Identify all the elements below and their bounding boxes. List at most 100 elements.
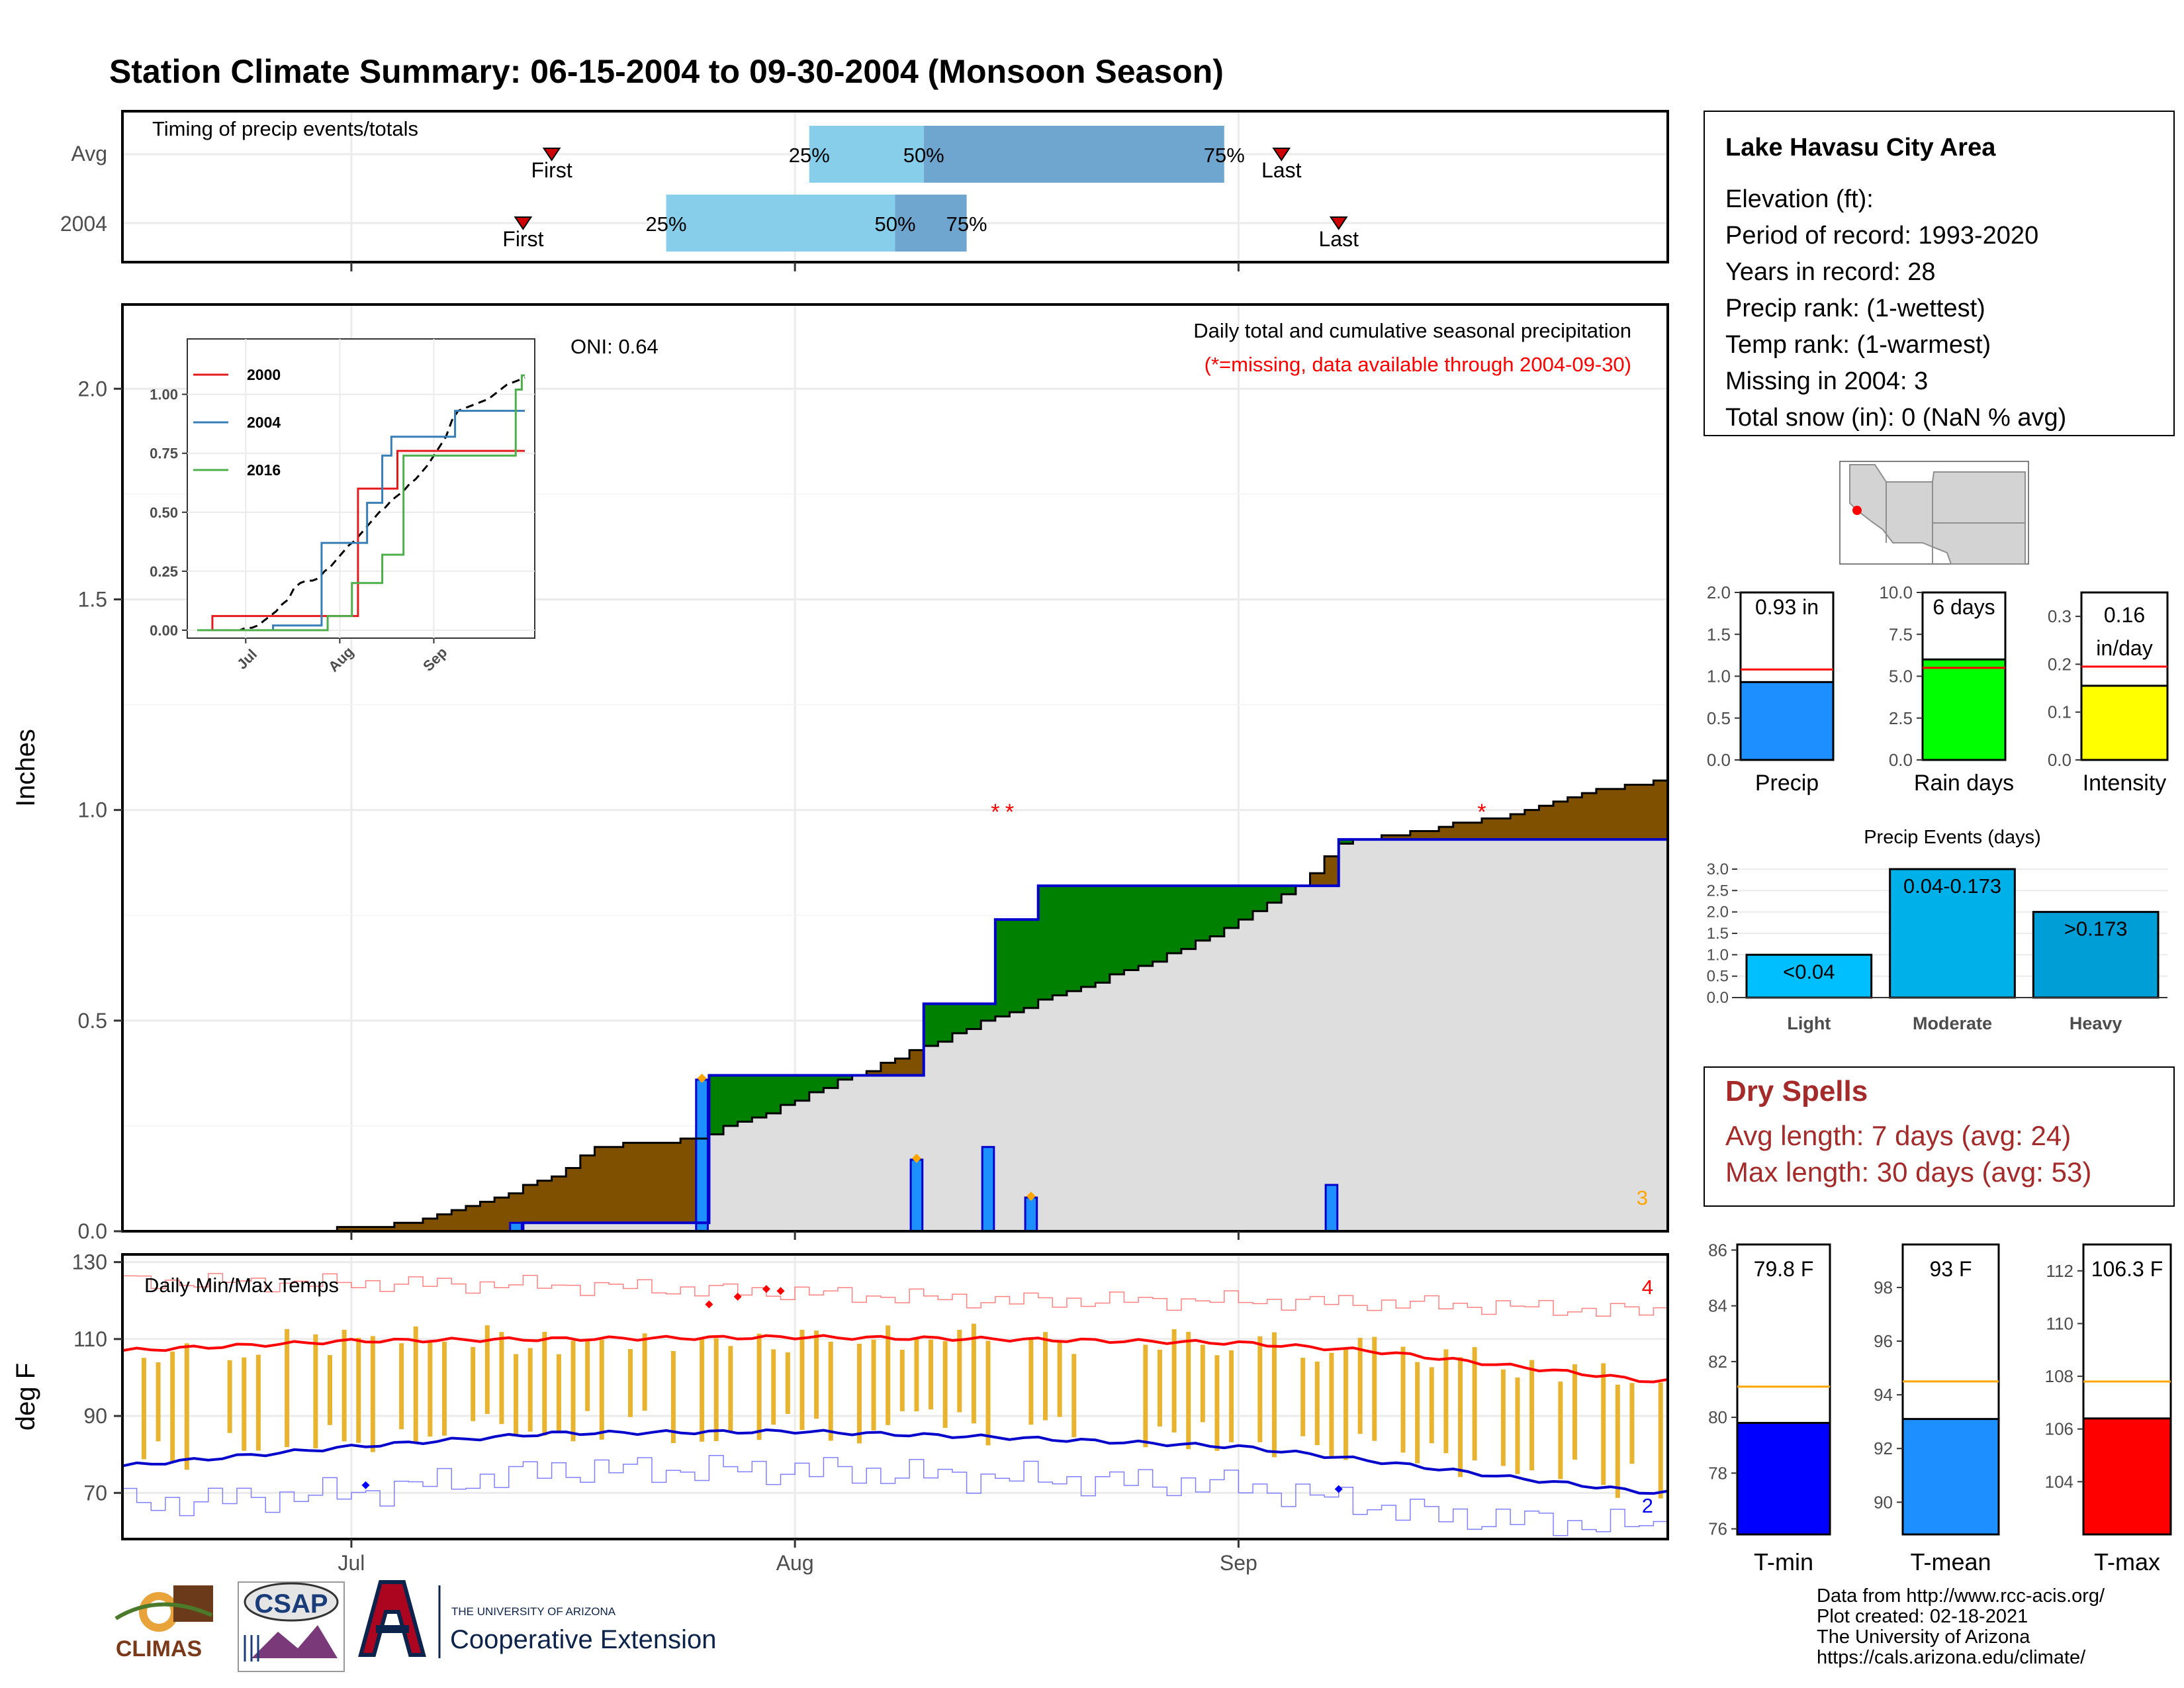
gauge-tick-label: 10.0	[1879, 583, 1913, 602]
timing-q25-q50-bar	[666, 195, 895, 252]
daily-temp-bar	[1171, 1329, 1177, 1432]
daily-temp-bar	[899, 1350, 905, 1411]
deficit-segment	[480, 1201, 495, 1231]
station-info-line: Total snow (in): 0 (NaN % avg)	[1725, 404, 2066, 432]
inset-y-tick-label: 0.00	[150, 622, 178, 639]
surplus-segment	[1281, 886, 1297, 894]
daily-temp-bar	[1472, 1347, 1477, 1461]
gauge-label: Intensity	[2083, 771, 2167, 796]
station-info-line: Period of record: 1993-2020	[1725, 222, 2038, 250]
precip-below-area	[122, 839, 1668, 1231]
precip-events-chart: Precip Events (days) 0.0 0.5 1.0 1.5 2.0 2.5 3.…	[1707, 827, 2167, 1033]
daily-temp-bar	[156, 1362, 161, 1442]
surplus-segment	[923, 1004, 938, 1046]
dry-spells-max: Max length: 30 days (avg: 53)	[1725, 1156, 2091, 1188]
temp-gauge-tick-label: 108	[2045, 1366, 2073, 1386]
daily-temp-bar	[957, 1329, 962, 1413]
temp-gauge-tick-label: 78	[1708, 1463, 1727, 1483]
daily-temp-bar	[700, 1338, 705, 1442]
daily-temp-bar	[1615, 1384, 1620, 1498]
daily-temp-bar	[1314, 1362, 1320, 1446]
daily-temp-bar	[1515, 1377, 1520, 1474]
surplus-segment	[981, 1004, 996, 1021]
surplus-segment	[1224, 886, 1239, 928]
dry-spells-box	[1704, 1066, 2175, 1207]
daily-temp-bar	[428, 1340, 433, 1437]
daily-temp-bar	[1658, 1382, 1663, 1499]
oni-value: ONI: 0.64	[570, 335, 659, 358]
timing-q75-label: 75%	[946, 212, 987, 236]
dry-spells-title: Dry Spells	[1725, 1075, 1868, 1107]
events-tick-label: 3.0	[1707, 861, 1729, 878]
events-title: Precip Events (days)	[1864, 827, 2041, 848]
station-info-line: Missing in 2004: 3	[1725, 367, 1928, 395]
record-low-marker	[1334, 1485, 1343, 1493]
missing-day-marker: *	[1005, 800, 1014, 825]
temp-gauge-tick-label: 82	[1708, 1352, 1727, 1372]
daily-temp-bar	[184, 1343, 189, 1470]
daily-temp-bar	[1357, 1337, 1363, 1434]
daily-temp-bar	[413, 1326, 418, 1442]
daily-temp-bar	[871, 1339, 876, 1430]
station-info-line: Years in record: 28	[1725, 258, 1936, 286]
surplus-segment	[723, 1075, 739, 1126]
daily-temp-bar	[785, 1352, 790, 1414]
daily-temp-bar	[1214, 1355, 1220, 1451]
inset-y-tick-label: 0.25	[150, 563, 178, 580]
deficit-segment	[680, 1139, 696, 1223]
daily-precip-bar	[1324, 1184, 1339, 1233]
surplus-segment	[995, 919, 1011, 1017]
deficit-segment	[337, 1227, 352, 1231]
ua-cooperative-extension: Cooperative Extension	[450, 1625, 716, 1654]
surplus-segment	[1038, 886, 1053, 1000]
daily-temp-bar	[886, 1325, 891, 1425]
inset-average-line	[197, 377, 525, 632]
temp-gauge-tick-label: 96	[1874, 1331, 1893, 1351]
deficit-segment	[437, 1214, 452, 1231]
daily-temp-bar	[170, 1351, 175, 1464]
deficit-segment	[1539, 806, 1554, 840]
timing-last-label: Last	[1318, 227, 1359, 251]
events-tick-label: 0.5	[1707, 968, 1729, 986]
precip-y-tick-label: 2.0	[78, 377, 107, 400]
deficit-segment	[866, 1071, 882, 1076]
timing-q50-label: 50%	[903, 144, 944, 167]
surplus-segment	[780, 1075, 796, 1105]
dry-spells-avg: Avg length: 7 days (avg: 24)	[1725, 1120, 2071, 1151]
temp-gauge-tick-label: 84	[1708, 1296, 1727, 1316]
temp-gauge-bar	[1901, 1418, 2000, 1536]
surplus-segment	[1009, 919, 1024, 1013]
record-low-marker	[361, 1481, 370, 1489]
deficit-segment	[537, 1180, 553, 1223]
figure-title: Station Climate Summary: 06-15-2004 to 0…	[109, 53, 1224, 90]
missing-day-marker: *	[991, 800, 999, 825]
temp-gauge-label: T-max	[2094, 1548, 2160, 1575]
climas-logo-text: CLIMAS	[116, 1636, 202, 1662]
daily-temp-bar	[1372, 1336, 1377, 1441]
footer-line: https://cals.arizona.edu/climate/	[1817, 1647, 2086, 1668]
gauge-value: 0.93 in	[1755, 595, 1819, 619]
timing-first-marker	[514, 216, 533, 230]
daily-temp-bar	[713, 1338, 719, 1442]
event-bar	[1889, 868, 2016, 999]
gauge-tick-label: 2.5	[1889, 708, 1913, 728]
deficit-segment	[609, 1147, 624, 1223]
daily-temp-bar	[771, 1349, 776, 1425]
surplus-segment	[709, 1075, 724, 1135]
event-category-label: Moderate	[1913, 1013, 1992, 1033]
temp-gauge-tick-label: 104	[2045, 1472, 2073, 1491]
station-info-line: Temp rank: (1-warmest)	[1725, 331, 1991, 359]
temp-gauge-label: T-mean	[1910, 1548, 1991, 1575]
daily-temp-bar	[1529, 1360, 1535, 1471]
temp-gauge-tick-label: 86	[1708, 1240, 1727, 1260]
footer: CLIMAS CSAP THE UNIVERSITY OF ARIZONA Co…	[114, 1580, 2105, 1672]
x-tick-label: Sep	[1220, 1551, 1257, 1575]
daily-precip-bar	[695, 1078, 709, 1233]
deficit-segment	[408, 1223, 424, 1231]
deficit-segment	[1396, 835, 1411, 840]
timing-q50-q75-bar	[923, 126, 1224, 183]
daily-temp-bar	[1071, 1354, 1077, 1438]
daily-temp-bar	[1572, 1364, 1577, 1460]
deficit-segment	[508, 1193, 523, 1231]
daily-precip-bar	[909, 1158, 924, 1233]
